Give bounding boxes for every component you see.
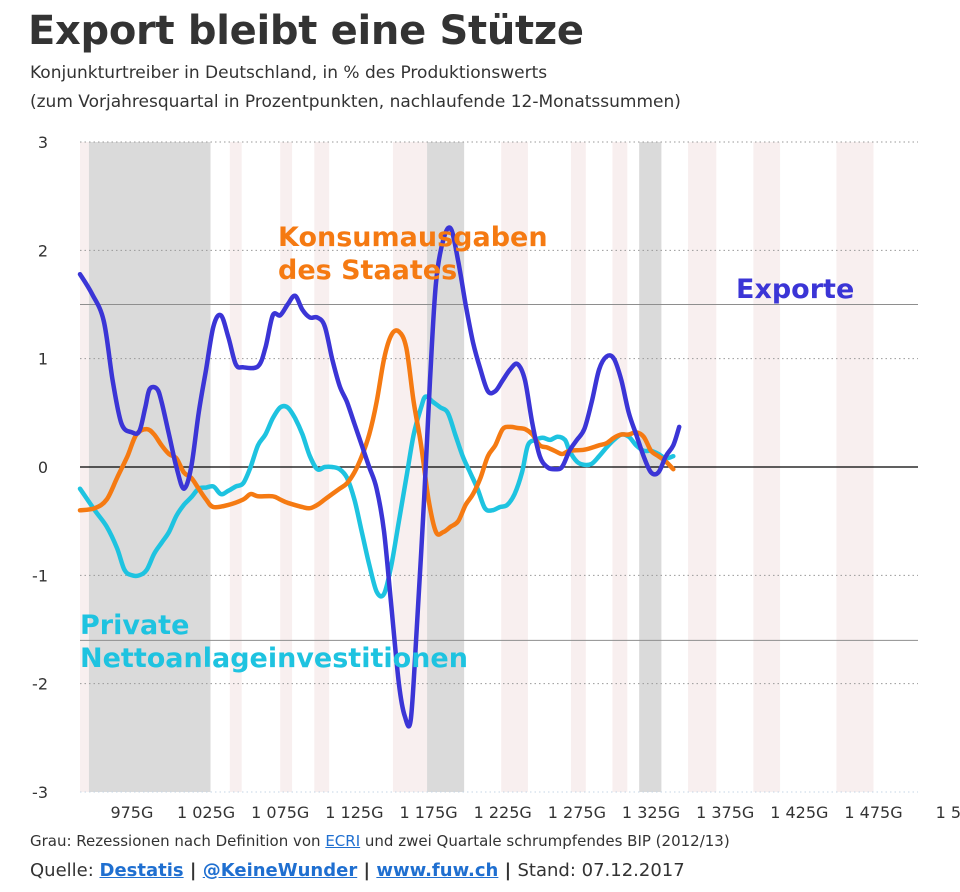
y-axis-tick-labels: 3 2 1 0 -1 -2 -3 (32, 133, 48, 802)
x-tick-label: 1 425G (770, 803, 828, 822)
chart-subtitle: Konjunkturtreiber in Deutschland, in % d… (30, 63, 548, 83)
y-tick-label: -1 (32, 566, 48, 585)
series-line-exporte (77, 225, 682, 729)
x-tick-label: 1 025G (177, 803, 235, 822)
x-tick-label: 1 075G (251, 803, 309, 822)
separator: | (183, 860, 203, 881)
x-tick-label: 1 325G (622, 803, 680, 822)
separator: | (498, 860, 518, 881)
source-line: Quelle: Destatis | @KeineWunder | www.fu… (30, 860, 685, 881)
note-text: Grau: Rezessionen nach Definition von (30, 832, 326, 850)
series-annotation: Konsumausgaben des Staates (278, 222, 548, 286)
x-tick-label: 1 475G (844, 803, 902, 822)
x-axis-tick-labels: 975G 1 025G 1 075G 1 125G 1 175G 1 225G 1 275G… (110, 803, 960, 822)
ecri-link[interactable]: ECRI (325, 832, 361, 850)
y-tick-label: 1 (38, 350, 48, 369)
annotation-line: Nettoanlageinvestitionen (80, 643, 468, 674)
y-tick-label: 3 (38, 133, 48, 152)
source-label: Quelle: (30, 860, 100, 881)
series-annotations: Konsumausgaben des Staates Exporte Private N… (80, 222, 854, 674)
x-tick-label: 1 275G (548, 803, 606, 822)
grid-lines (80, 141, 918, 793)
annotation-line: Private (80, 610, 189, 641)
x-tick-label: 1 125G (325, 803, 383, 822)
x-tick-label: 1 5 (936, 803, 960, 822)
stand-date: Stand: 07.12.2017 (517, 860, 685, 881)
annotation-line: Exporte (736, 274, 854, 305)
series-annotation: Private Nettoanlageinvestitionen (80, 610, 468, 674)
recession-note: Grau: Rezessionen nach Definition von EC… (30, 832, 730, 850)
chart-title: Export bleibt eine Stütze (28, 8, 584, 54)
series-annotation: Exporte (736, 274, 854, 305)
y-tick-label: 0 (38, 458, 48, 477)
destatis-link[interactable]: Destatis (99, 860, 184, 881)
annotation-line: Konsumausgaben (278, 222, 548, 253)
y-tick-label: 2 (38, 241, 48, 260)
note-text-end: und zwei Quartale schrumpfendes BIP (201… (360, 832, 730, 850)
annotation-line: des Staates (278, 255, 457, 286)
data-series (77, 225, 682, 729)
chart-subtitle-detail: (zum Vorjahresquartal in Prozentpunkten,… (30, 92, 681, 112)
y-tick-label: -2 (32, 675, 48, 694)
x-tick-label: 975G (110, 803, 153, 822)
x-tick-label: 1 375G (696, 803, 754, 822)
x-tick-label: 1 175G (399, 803, 457, 822)
fuw-link[interactable]: www.fuw.ch (376, 860, 499, 881)
y-tick-label: -3 (32, 783, 48, 802)
keinewunder-link[interactable]: @KeineWunder (202, 860, 358, 881)
x-tick-label: 1 225G (474, 803, 532, 822)
separator: | (357, 860, 377, 881)
